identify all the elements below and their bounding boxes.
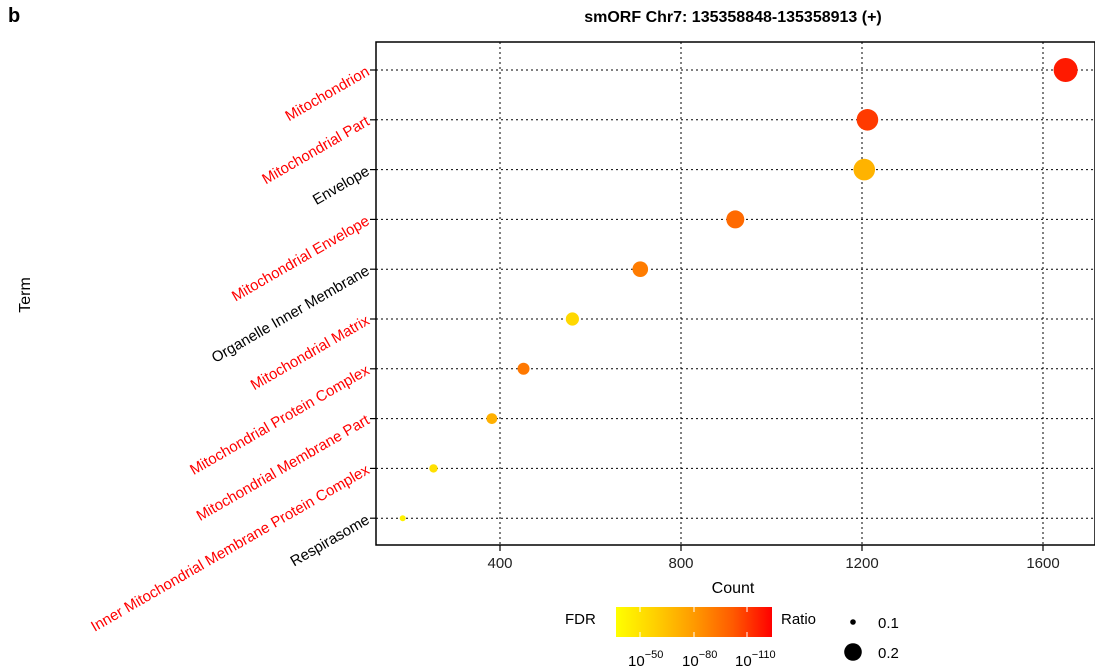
size-legend-label: 0.2	[878, 645, 899, 662]
term-label: Respirasome	[287, 511, 372, 570]
data-point	[726, 210, 745, 229]
size-legend-point	[850, 619, 856, 625]
plot-panel	[375, 41, 1095, 546]
panel-letter: b	[8, 5, 20, 27]
size-legend-label: 0.1	[878, 615, 899, 632]
data-point	[632, 261, 649, 278]
data-point	[565, 312, 580, 326]
data-point	[399, 515, 406, 522]
x-tick-label: 400	[487, 555, 512, 572]
colorbar-tick-label: 10−80	[682, 649, 717, 670]
data-point	[486, 413, 498, 424]
data-point	[517, 362, 530, 375]
x-tick-label: 1200	[845, 555, 878, 572]
term-label: Envelope	[310, 163, 373, 209]
tick-marks	[370, 69, 1044, 551]
colorbar-tick-label: 10−50	[628, 649, 663, 670]
term-label: Mitochondrial Envelope	[229, 212, 373, 305]
legend: FDR 10−50 10−80 10−110 Ratio 0.1 0.2	[565, 607, 899, 670]
chart-title: smORF Chr7: 135358848-135358913 (+)	[584, 9, 882, 26]
data-point	[856, 109, 879, 131]
ratio-size-legend: 0.1 0.2	[844, 615, 899, 662]
ratio-legend-title: Ratio	[781, 611, 816, 628]
y-axis-title: Term	[17, 277, 34, 313]
data-point	[853, 158, 876, 181]
term-label: Organelle Inner Membrane	[209, 262, 373, 366]
gridlines	[376, 42, 1095, 545]
x-tick-label: 800	[668, 555, 693, 572]
x-tick-label: 1600	[1026, 555, 1059, 572]
fdr-legend-title: FDR	[565, 611, 596, 628]
colorbar-tick-label: 10−110	[735, 649, 776, 670]
fdr-colorbar-ticks: 10−50 10−80 10−110	[628, 607, 776, 670]
data-points	[399, 58, 1078, 522]
x-axis-title: Count	[712, 580, 755, 597]
data-point	[429, 464, 438, 473]
data-point	[1053, 58, 1078, 82]
x-tick-labels: 400 800 1200 1600	[487, 555, 1059, 572]
size-legend-point	[844, 643, 862, 661]
